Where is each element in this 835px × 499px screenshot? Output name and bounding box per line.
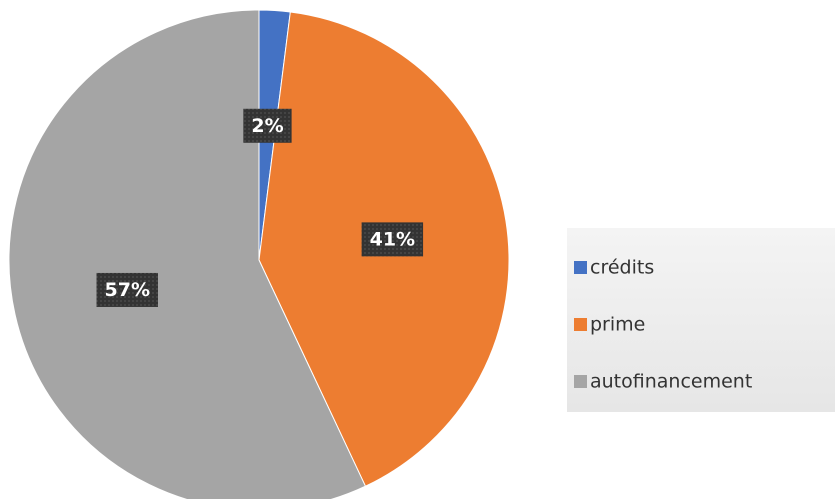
legend-label: autofinancement [590, 371, 752, 393]
legend-label: prime [590, 314, 645, 336]
legend-box [567, 228, 835, 412]
data-label-box [96, 272, 158, 307]
data-label-box [361, 222, 424, 257]
legend-swatch [574, 261, 587, 274]
data-label-box [243, 108, 292, 143]
data-label: 57% [105, 279, 150, 301]
data-label: 2% [251, 115, 283, 137]
legend-label: crédits [590, 257, 654, 279]
data-label: 41% [370, 228, 415, 250]
pie-slice [8, 9, 367, 499]
legend-swatch [574, 375, 587, 388]
legend-swatch [574, 318, 587, 331]
